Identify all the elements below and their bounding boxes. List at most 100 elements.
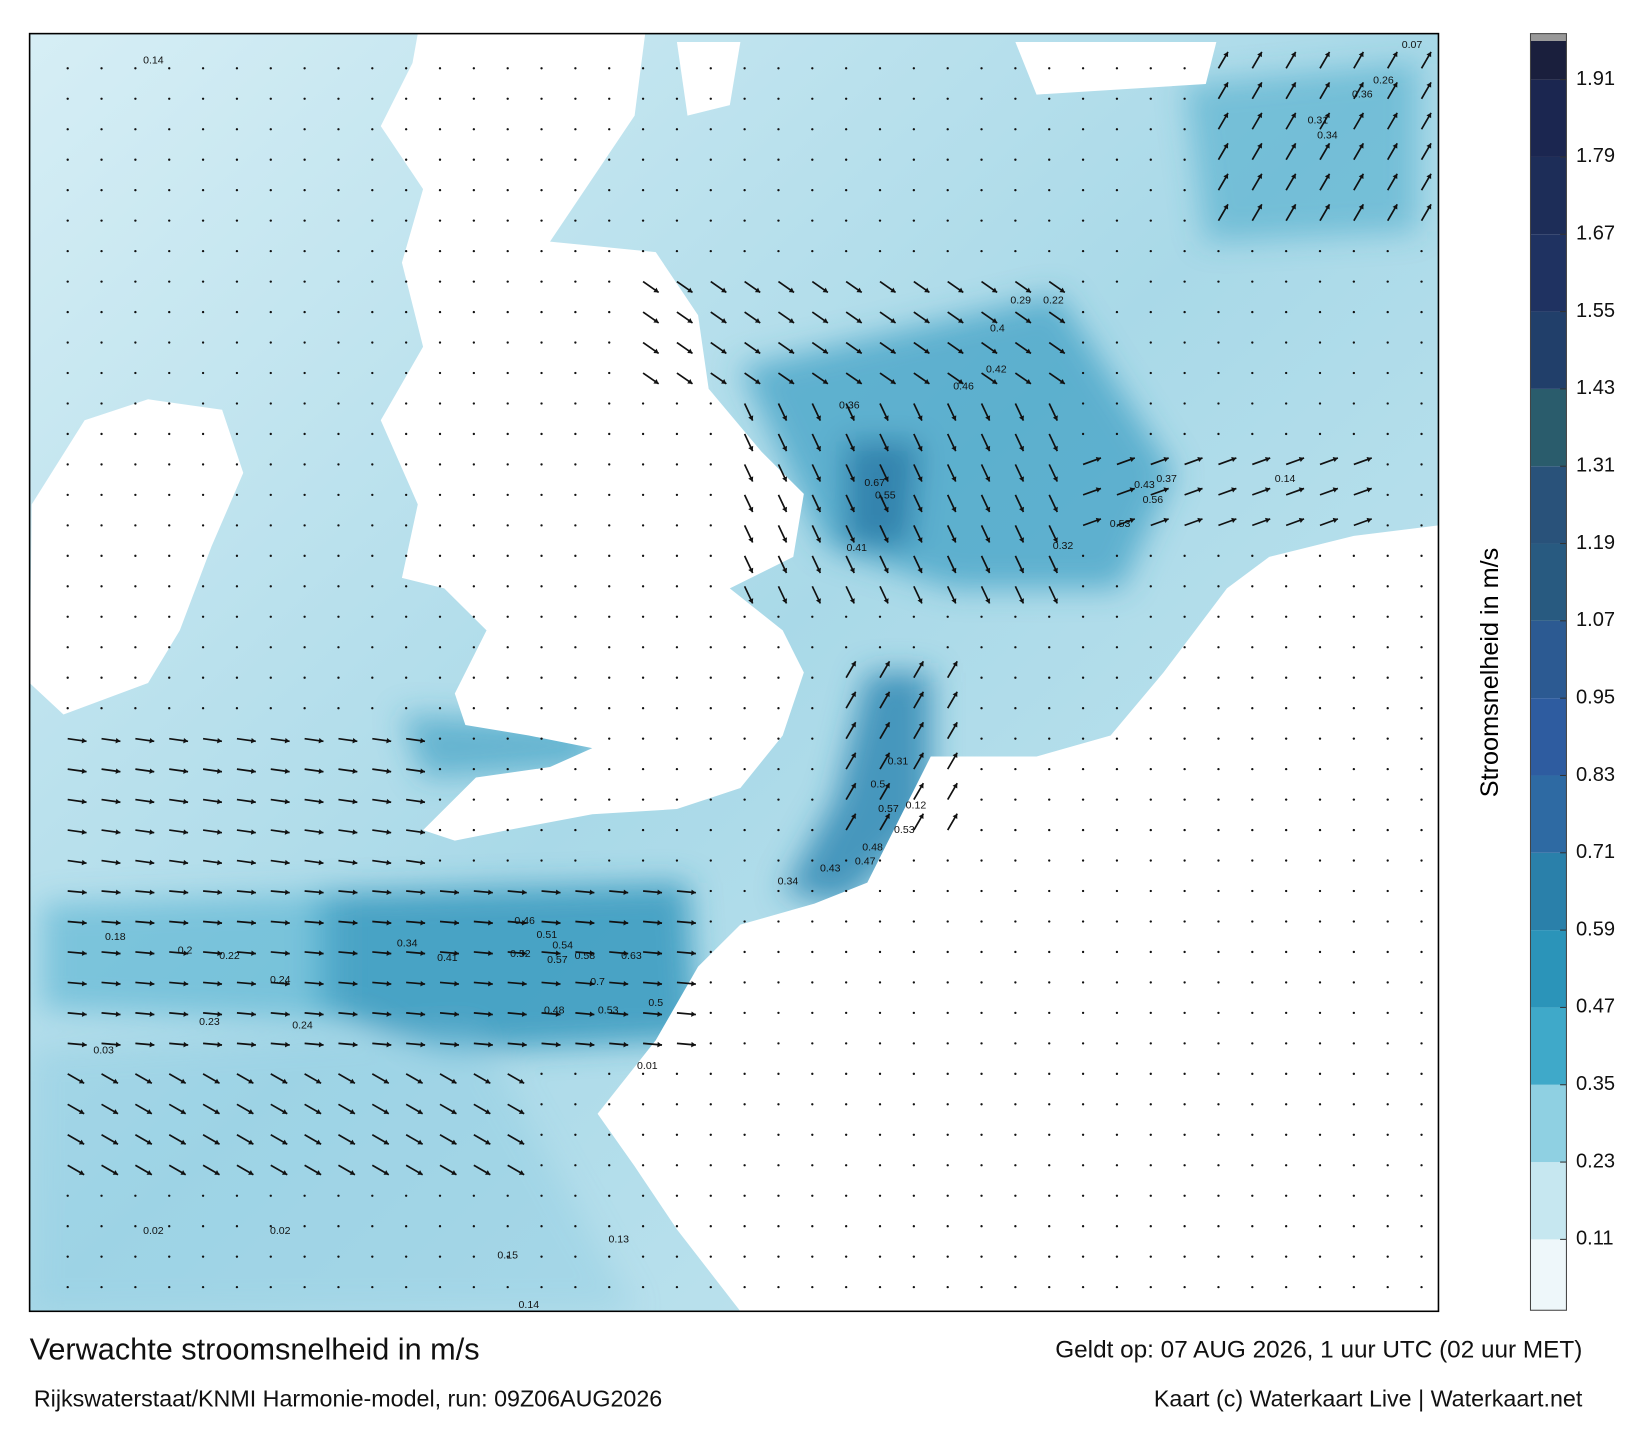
arrow-head: [589, 920, 595, 926]
current-dot: [980, 1011, 983, 1015]
current-dot: [438, 402, 442, 405]
arrow-head: [217, 829, 222, 835]
current-dot: [134, 219, 137, 222]
current-dot: [269, 493, 272, 497]
current-dot: [574, 67, 577, 70]
current-dot: [66, 128, 69, 131]
arrow-head: [250, 859, 256, 866]
current-dot: [777, 249, 780, 253]
current-dot: [1251, 585, 1254, 588]
arrow-head: [1059, 379, 1065, 384]
current-dot: [1048, 1133, 1051, 1136]
arrow-head: [1392, 143, 1398, 149]
current-dot: [303, 676, 306, 679]
current-dot: [1081, 402, 1085, 405]
current-dot: [1149, 615, 1152, 618]
current-dot: [1420, 920, 1423, 923]
current-dot: [743, 737, 746, 740]
current-dot: [269, 158, 272, 161]
current-dot: [66, 646, 69, 649]
current-dot: [1217, 615, 1220, 618]
current-dot: [844, 646, 848, 649]
current-dot: [1217, 1103, 1220, 1106]
current-dot: [1251, 554, 1254, 557]
arrow-head: [81, 889, 87, 895]
current-dot: [1149, 249, 1152, 253]
current-dot: [100, 1255, 103, 1258]
current-dot: [1352, 798, 1356, 801]
current-dot: [1217, 981, 1220, 984]
current-dot: [811, 67, 814, 70]
current-dot: [608, 189, 611, 192]
current-dot: [844, 128, 848, 131]
arrow-head: [146, 1139, 152, 1145]
current-dot: [269, 463, 272, 466]
current-dot: [472, 767, 476, 771]
current-dot: [641, 707, 645, 710]
current-dot: [66, 310, 69, 314]
current-dot: [1386, 798, 1389, 801]
current-dot: [472, 828, 476, 832]
current-dot: [980, 615, 983, 618]
current-dot: [1048, 859, 1051, 862]
current-dot: [1352, 828, 1356, 832]
current-dot: [1149, 676, 1152, 679]
current-dot: [235, 463, 239, 466]
current-dot: [506, 585, 509, 588]
current-dot: [1149, 981, 1152, 984]
current-dot: [1183, 889, 1186, 893]
current-dot: [371, 1194, 374, 1197]
arrow-head: [815, 567, 821, 573]
current-dot: [201, 676, 205, 679]
current-dot: [608, 798, 611, 801]
arrow-head: [991, 379, 998, 384]
arrow-head: [352, 737, 358, 744]
current-dot: [303, 249, 306, 253]
current-dot: [641, 1072, 645, 1075]
arrow-head: [1298, 456, 1305, 463]
current-dot: [201, 646, 205, 649]
current-dot: [811, 828, 814, 832]
arrow-head: [1025, 348, 1031, 354]
current-dot: [608, 767, 611, 771]
current-dot: [574, 158, 577, 161]
current-dot: [641, 219, 645, 222]
current-dot: [337, 402, 340, 405]
current-dot: [1386, 554, 1389, 557]
colorbar-band: [1530, 1007, 1567, 1085]
current-dot: [608, 676, 611, 679]
current-dot: [540, 371, 543, 375]
current-dot: [371, 1255, 374, 1258]
current-dot: [438, 158, 442, 161]
current-dot: [1048, 676, 1051, 679]
current-dot: [811, 189, 814, 192]
current-dot: [844, 889, 848, 893]
arrow-head: [883, 476, 889, 482]
current-dot: [168, 280, 171, 283]
current-dot: [777, 1255, 780, 1258]
current-dot: [574, 219, 577, 222]
current-dot: [1284, 1194, 1288, 1197]
current-dot: [777, 189, 780, 192]
current-dot: [1420, 646, 1423, 649]
current-dot: [1081, 128, 1085, 131]
arrow-head: [788, 318, 795, 323]
arrow-head: [251, 950, 256, 956]
current-dot: [980, 1285, 983, 1289]
speed-label: 0.53: [894, 824, 915, 836]
current-dot: [1251, 646, 1254, 649]
arrow-head: [386, 1011, 392, 1017]
current-dot: [1081, 1133, 1085, 1136]
current-dot: [337, 128, 340, 131]
arrow-head: [589, 889, 595, 895]
current-dot: [1318, 1103, 1322, 1106]
arrow-head: [81, 920, 87, 926]
current-dot: [1217, 1225, 1220, 1228]
current-dot: [1149, 402, 1152, 405]
arrow-head: [521, 980, 527, 987]
current-dot: [709, 1164, 712, 1167]
arrow-head: [890, 379, 896, 384]
current-dot: [912, 1194, 916, 1197]
arrow-head: [1291, 51, 1296, 58]
current-dot: [980, 249, 983, 253]
